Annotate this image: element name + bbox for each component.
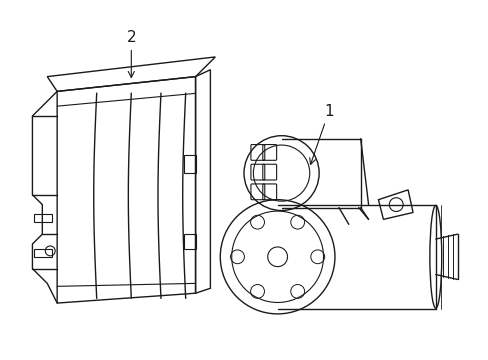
Text: 2: 2: [126, 30, 136, 77]
Text: 1: 1: [309, 104, 333, 165]
